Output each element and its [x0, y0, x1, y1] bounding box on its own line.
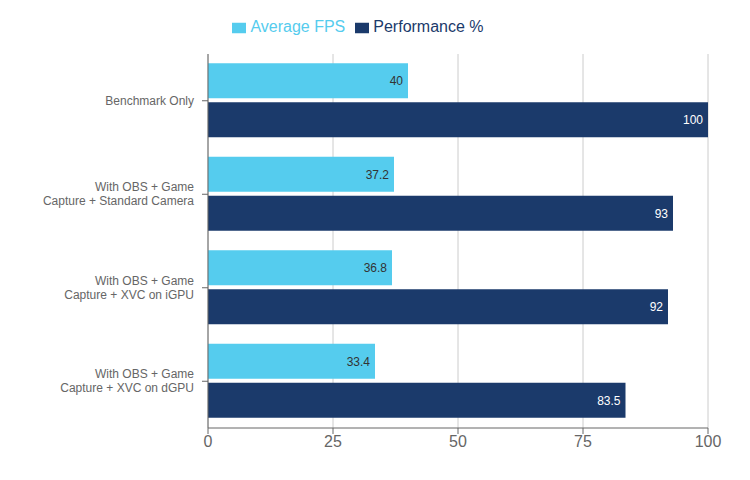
svg-text:40: 40 — [390, 74, 404, 88]
svg-text:36.8: 36.8 — [364, 261, 388, 275]
svg-text:25: 25 — [324, 433, 342, 450]
svg-text:93: 93 — [655, 207, 669, 221]
svg-text:With OBS + GameCapture + XVC o: With OBS + GameCapture + XVC on dGPU — [60, 367, 194, 395]
svg-text:0: 0 — [204, 433, 213, 450]
html-text:Average FPS: Average FPS — [250, 18, 346, 35]
svg-text:Benchmark Only: Benchmark Only — [105, 94, 194, 108]
svg-text:75: 75 — [574, 433, 592, 450]
svg-text:With OBS + GameCapture + XVC o: With OBS + GameCapture + XVC on iGPU — [64, 274, 194, 302]
html-text:Performance %: Performance % — [373, 18, 484, 35]
svg-text:37.2: 37.2 — [366, 168, 390, 182]
svg-text:With OBS + GameCapture + Stand: With OBS + GameCapture + Standard Camera — [43, 180, 194, 208]
svg-text:100: 100 — [683, 113, 703, 127]
svg-text:100: 100 — [695, 433, 722, 450]
svg-text:92: 92 — [650, 300, 664, 314]
svg-text:83.5: 83.5 — [597, 394, 621, 408]
svg-text:50: 50 — [449, 433, 467, 450]
svg-text:33.4: 33.4 — [347, 355, 371, 369]
